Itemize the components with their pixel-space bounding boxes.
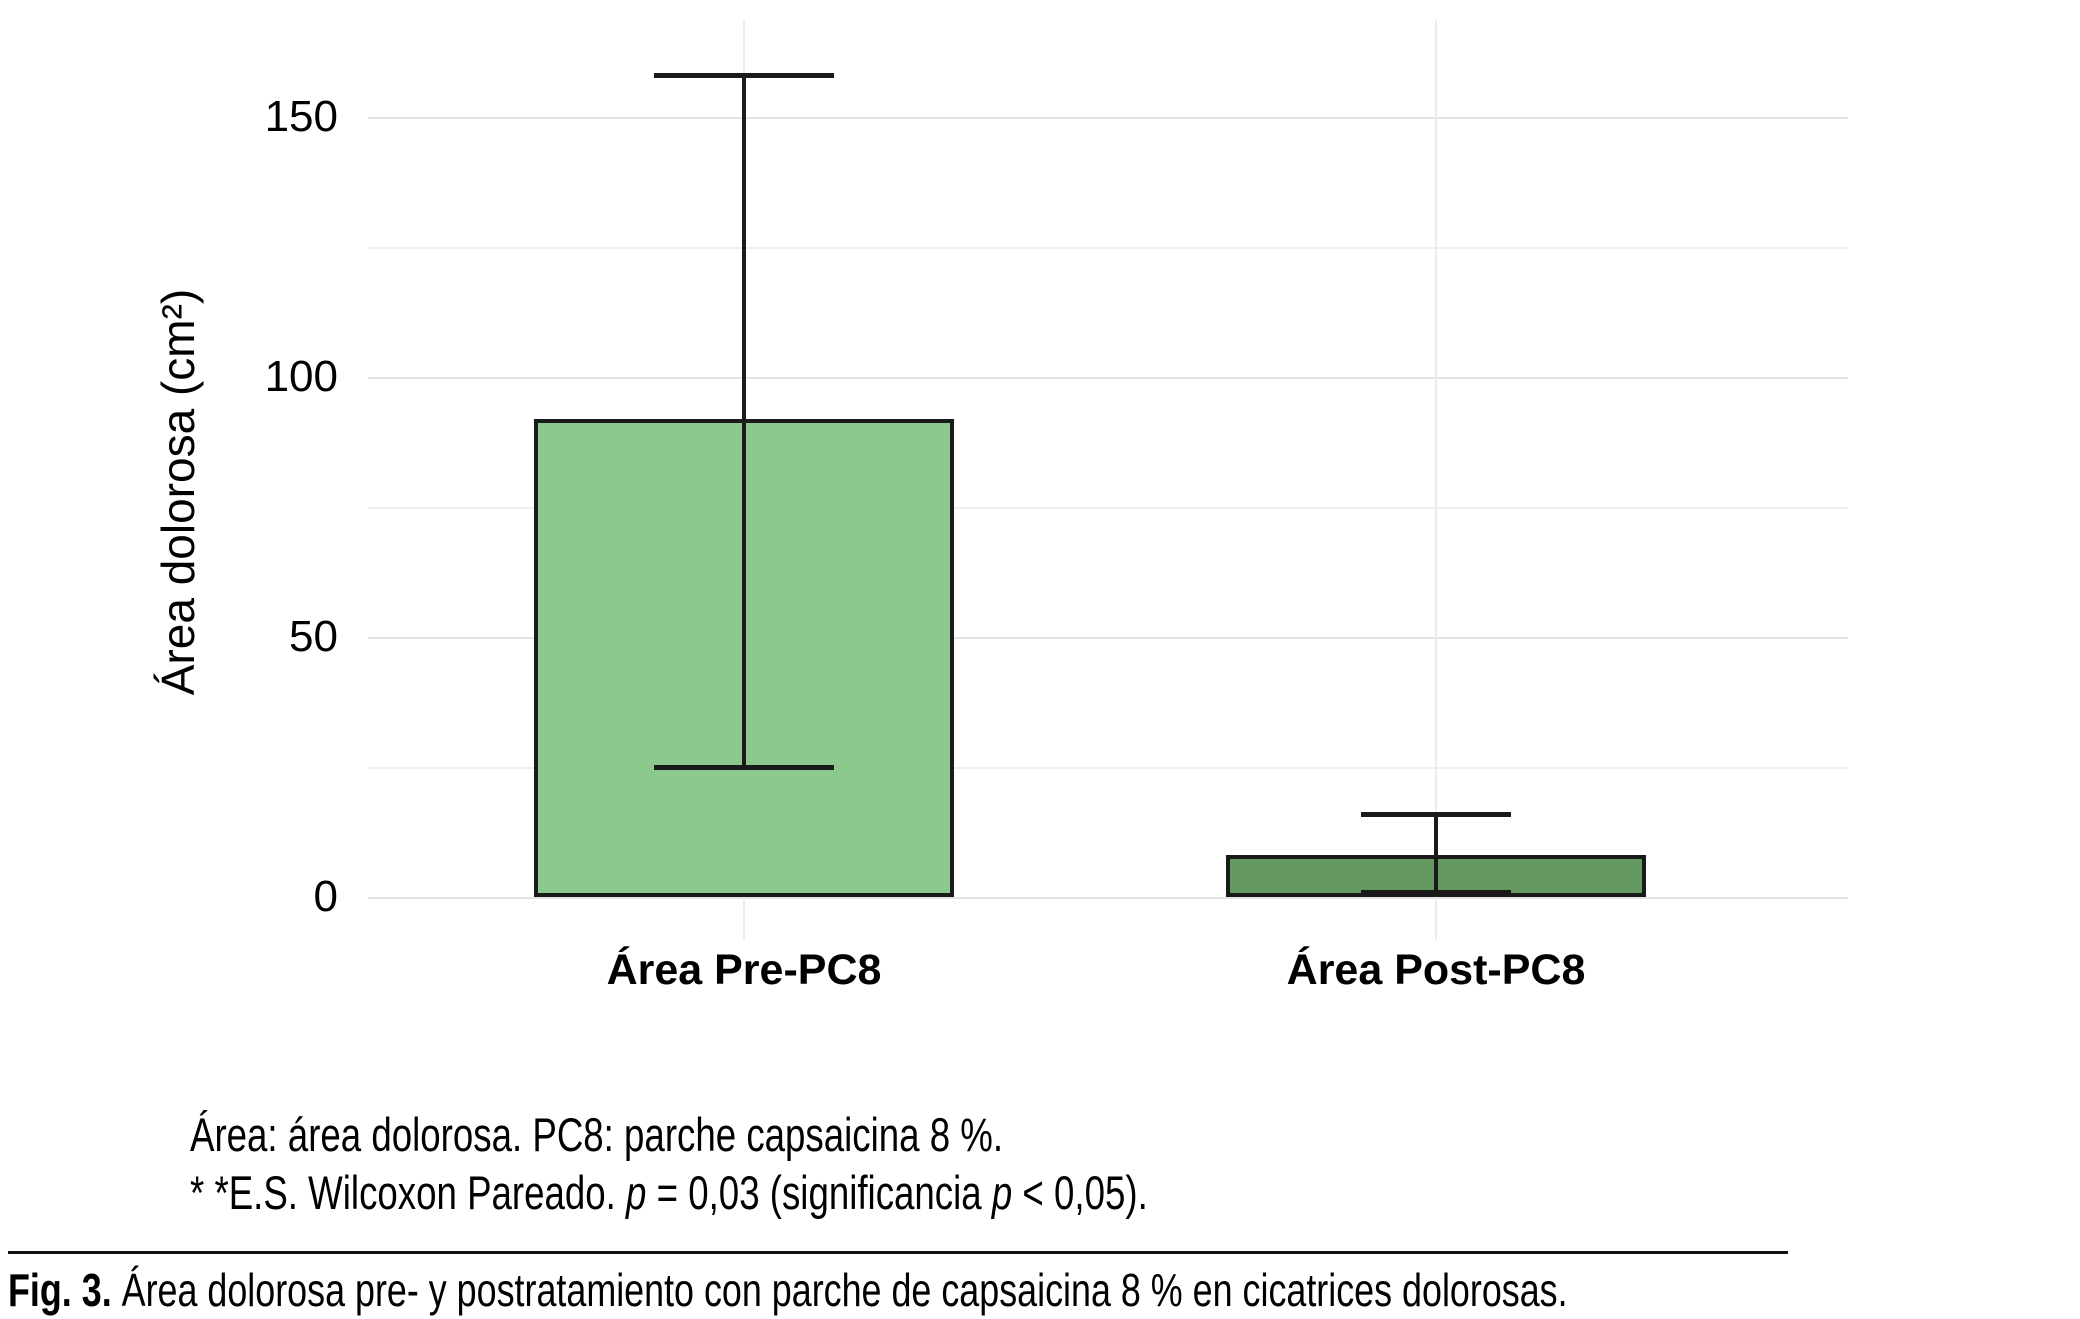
error-bar-cap-top-0 bbox=[654, 73, 834, 79]
error-bar-line-1 bbox=[1434, 813, 1438, 892]
footnote-line-2: * *E.S. Wilcoxon Pareado. p = 0,03 (sign… bbox=[190, 1164, 1148, 1222]
gridline-v-1 bbox=[1435, 20, 1437, 940]
gridline-h-150 bbox=[368, 117, 1848, 119]
x-label-pre-pc8: Área Pre-PC8 bbox=[606, 946, 882, 994]
p-symbol: p bbox=[626, 1166, 647, 1219]
y-tick-100: 100 bbox=[264, 352, 338, 401]
x-label-post-pc8: Área Post-PC8 bbox=[1286, 946, 1586, 994]
figure-caption: Fig. 3. Área dolorosa pre- y postratamie… bbox=[8, 1263, 1568, 1317]
error-bar-line-0 bbox=[742, 75, 746, 767]
error-bar-cap-top-1 bbox=[1361, 811, 1511, 817]
gridline-h-75 bbox=[368, 507, 1848, 509]
caption-divider-rule bbox=[8, 1251, 1788, 1254]
gridline-h-50 bbox=[368, 637, 1848, 639]
footnote-line-2-text: < 0,05). bbox=[1012, 1166, 1148, 1219]
y-tick-150: 150 bbox=[264, 92, 338, 141]
gridline-h-0 bbox=[368, 897, 1848, 899]
figure-caption-text: Área dolorosa pre- y postratamiento con … bbox=[111, 1264, 1568, 1316]
gridline-h-100 bbox=[368, 377, 1848, 379]
y-tick-50: 50 bbox=[289, 612, 338, 661]
footnote-line-1: Área: área dolorosa. PC8: parche capsaic… bbox=[190, 1108, 1004, 1161]
footnote-line-2-text: * *E.S. Wilcoxon Pareado. bbox=[190, 1166, 627, 1219]
error-bar-cap-bottom-0 bbox=[654, 765, 834, 770]
p-symbol: p bbox=[991, 1166, 1013, 1219]
error-bar-cap-bottom-1 bbox=[1361, 889, 1511, 895]
figure-caption-label: Fig. 3. bbox=[8, 1264, 112, 1316]
footnote-line-2-text: = 0,03 (significancia bbox=[646, 1166, 992, 1219]
gridline-h-25 bbox=[368, 767, 1848, 769]
y-tick-0: 0 bbox=[313, 872, 338, 921]
gridline-h-125 bbox=[368, 247, 1848, 249]
chart-footnotes: Área: área dolorosa. PC8: parche capsaic… bbox=[190, 1106, 1148, 1222]
y-axis-title: Área dolorosa (cm²) bbox=[152, 288, 204, 696]
